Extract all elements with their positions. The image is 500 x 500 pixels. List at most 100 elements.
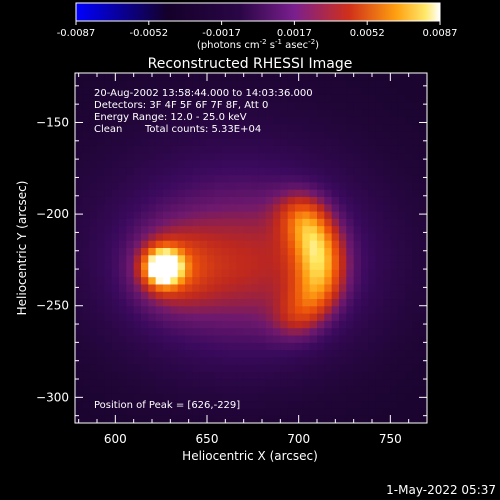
heatmap-cell [229, 320, 237, 329]
heatmap-cell [89, 94, 98, 103]
heatmap-cell [155, 94, 164, 103]
heatmap-cell [324, 364, 333, 373]
heatmap-cell [302, 379, 311, 388]
heatmap-cell [390, 335, 399, 344]
heatmap-cell [309, 218, 318, 227]
heatmap-cell [119, 284, 127, 293]
heatmap-cell [265, 124, 274, 132]
heatmap-cell [368, 131, 377, 140]
heatmap-cell [251, 401, 259, 410]
heatmap-cell [170, 175, 179, 183]
heatmap-cell [199, 226, 208, 235]
heatmap-cell [207, 233, 215, 242]
heatmap-cell [89, 357, 98, 366]
heatmap-cell [199, 379, 208, 388]
heatmap-cell [251, 291, 259, 300]
heatmap-cell [192, 153, 201, 162]
heatmap-cell [111, 357, 120, 366]
heatmap-cell [397, 255, 406, 264]
heatmap-cell [229, 342, 237, 351]
heatmap-cell [405, 313, 413, 322]
heatmap-cell [361, 189, 369, 198]
heatmap-cell [317, 116, 325, 125]
heatmap-cell [229, 306, 237, 315]
heatmap-cell [75, 80, 83, 89]
heatmap-cell [273, 342, 281, 351]
heatmap-cell [170, 313, 179, 322]
heatmap-cell [97, 306, 105, 315]
heatmap-cell [229, 255, 237, 264]
heatmap-cell [185, 306, 193, 315]
heatmap-cell [126, 160, 135, 169]
heatmap-cell [309, 306, 318, 315]
heatmap-cell [265, 342, 274, 351]
heatmap-cell [346, 335, 355, 344]
heatmap-cell [405, 386, 413, 395]
heatmap-cell [375, 357, 384, 366]
heatmap-cell [273, 160, 281, 169]
heatmap-cell [346, 153, 355, 162]
heatmap-cell [339, 299, 347, 307]
heatmap-cell [104, 94, 113, 103]
heatmap-cell [280, 415, 289, 423]
heatmap-cell [346, 145, 355, 154]
heatmap-cell [111, 204, 120, 213]
heatmap-cell [258, 102, 267, 111]
heatmap-cell [368, 255, 377, 264]
heatmap-cell [111, 408, 120, 417]
heatmap-cell [214, 233, 223, 242]
heatmap-cell [111, 138, 120, 147]
heatmap-cell [243, 211, 252, 220]
heatmap-cell [214, 386, 223, 395]
heatmap-cell [126, 408, 135, 417]
heatmap-cell [185, 262, 193, 271]
heatmap-cell [375, 299, 384, 307]
heatmap-cell [82, 371, 91, 380]
heatmap-cell [302, 204, 311, 213]
heatmap-cell [309, 371, 318, 380]
heatmap-cell [273, 306, 281, 315]
heatmap-cell [309, 408, 318, 417]
heatmap-cell [339, 94, 347, 103]
heatmap-cell [141, 196, 149, 205]
heatmap-cell [339, 196, 347, 205]
heatmap-cell [258, 342, 267, 351]
heatmap-cell [361, 299, 369, 307]
heatmap-cell [163, 160, 171, 169]
heatmap-cell [97, 116, 105, 125]
heatmap-cell [126, 357, 135, 366]
heatmap-cell [133, 226, 142, 235]
heatmap-cell [243, 109, 252, 118]
heatmap-cell [412, 73, 421, 81]
heatmap-cell [412, 335, 421, 344]
heatmap-cell [229, 167, 237, 176]
heatmap-cell [229, 386, 237, 395]
heatmap-cell [97, 218, 105, 227]
heatmap-cell [361, 175, 369, 183]
heatmap-cell [214, 255, 223, 264]
heatmap-cell [375, 248, 384, 256]
heatmap-cell [251, 335, 259, 344]
heatmap-cell [133, 255, 142, 264]
heatmap-cell [221, 175, 230, 183]
heatmap-cell [258, 160, 267, 169]
heatmap-cell [229, 116, 237, 125]
heatmap-cell [177, 189, 186, 198]
heatmap-cell [155, 262, 164, 271]
heatmap-cell [104, 284, 113, 293]
heatmap-cell [170, 160, 179, 169]
heatmap-cell [243, 233, 252, 242]
heatmap-cell [251, 262, 259, 271]
heatmap-cell [141, 350, 149, 358]
heatmap-cell [368, 299, 377, 307]
heatmap-cell [397, 401, 406, 410]
heatmap-cell [221, 131, 230, 140]
heatmap-cell [339, 124, 347, 132]
heatmap-cell [390, 248, 399, 256]
heatmap-cell [104, 299, 113, 307]
heatmap-cell [368, 342, 377, 351]
heatmap-cell [229, 371, 237, 380]
heatmap-cell [155, 350, 164, 358]
heatmap-cell [309, 393, 318, 402]
heatmap-cell [397, 109, 406, 118]
